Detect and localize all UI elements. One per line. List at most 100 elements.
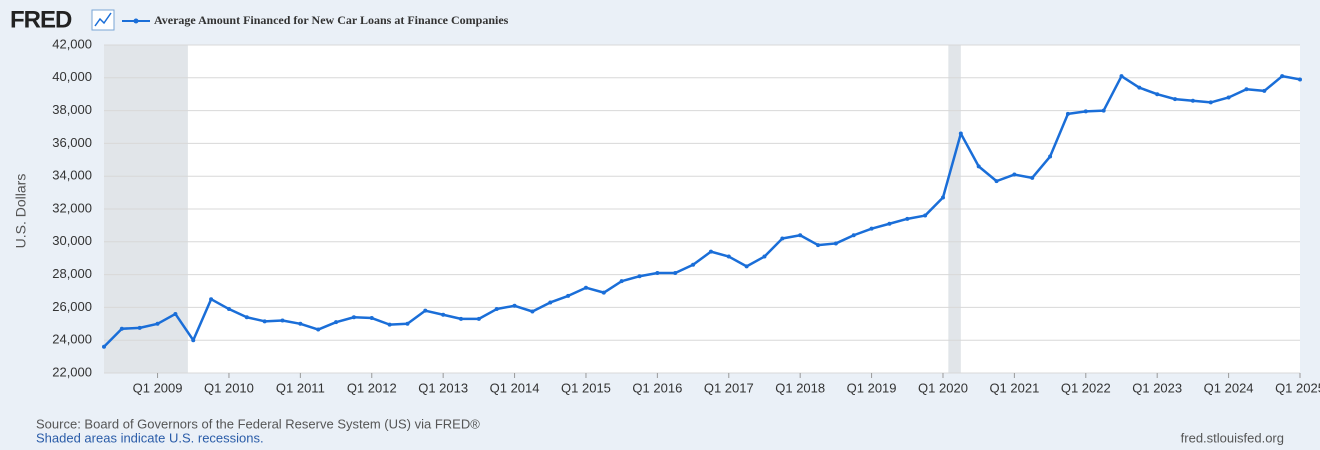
y-tick-label: 38,000 [52, 102, 92, 117]
point [334, 320, 339, 325]
url: fred.stlouisfed.org [1181, 430, 1284, 445]
x-tick-label: Q1 2019 [847, 380, 897, 395]
point [1280, 74, 1285, 79]
point [655, 270, 660, 275]
point [833, 241, 838, 246]
point [798, 233, 803, 238]
legend-marker [133, 18, 139, 24]
point [1190, 98, 1195, 103]
point [958, 131, 963, 136]
point [137, 325, 142, 330]
point [940, 195, 945, 200]
point [601, 290, 606, 295]
x-tick-label: Q1 2024 [1204, 380, 1254, 395]
point [1101, 108, 1106, 113]
y-tick-label: 32,000 [52, 200, 92, 215]
point [1030, 175, 1035, 180]
point [280, 318, 285, 323]
x-tick-label: Q1 2020 [918, 380, 968, 395]
point [1119, 74, 1124, 79]
x-tick-label: Q1 2012 [347, 380, 397, 395]
point [441, 312, 446, 317]
x-tick-label: Q1 2016 [632, 380, 682, 395]
point [459, 316, 464, 321]
point [351, 315, 356, 320]
point [976, 164, 981, 169]
note: Shaded areas indicate U.S. recessions. [36, 430, 264, 445]
x-tick-label: Q1 2022 [1061, 380, 1111, 395]
point [191, 338, 196, 343]
point [173, 311, 178, 316]
point [887, 221, 892, 226]
point [494, 307, 499, 312]
y-tick-label: 30,000 [52, 233, 92, 248]
point [726, 254, 731, 259]
point [762, 254, 767, 259]
y-tick-label: 28,000 [52, 266, 92, 281]
point [1298, 77, 1302, 82]
y-tick-label: 42,000 [52, 36, 92, 51]
legend-label: Average Amount Financed for New Car Loan… [154, 13, 509, 27]
point [1012, 172, 1017, 177]
x-tick-label: Q1 2009 [133, 380, 183, 395]
point [905, 216, 910, 221]
point [244, 315, 249, 320]
series-line [103, 74, 1301, 348]
point [1244, 87, 1249, 92]
point [548, 300, 553, 305]
point [155, 321, 160, 326]
point [316, 327, 321, 332]
x-tick-label: Q1 2014 [490, 380, 540, 395]
point [512, 303, 517, 308]
point [405, 321, 410, 326]
y-tick-label: 22,000 [52, 364, 92, 379]
point [1173, 97, 1178, 102]
point [637, 274, 642, 279]
x-tick-label: Q1 2021 [989, 380, 1039, 395]
point [1155, 92, 1160, 97]
y-axis-label: U.S. Dollars [13, 174, 29, 249]
y-tick-label: 24,000 [52, 332, 92, 347]
point [673, 270, 678, 275]
point [262, 319, 267, 324]
logo-icon [91, 9, 115, 31]
x-tick-label: Q1 2011 [276, 380, 325, 395]
point [387, 322, 392, 327]
y-tick-label: 34,000 [52, 168, 92, 183]
point [1083, 109, 1088, 114]
source: Source: Board of Governors of the Federa… [36, 416, 480, 431]
point [209, 297, 214, 302]
point [744, 264, 749, 269]
point [708, 249, 713, 254]
point [1262, 88, 1267, 93]
point [851, 233, 856, 238]
point [583, 285, 588, 290]
point [923, 213, 928, 218]
point [691, 262, 696, 267]
point [423, 308, 428, 313]
point [619, 279, 624, 284]
point [780, 236, 785, 241]
point [476, 316, 481, 321]
x-tick-label: Q1 2017 [704, 380, 754, 395]
x-tick-label: Q1 2013 [418, 380, 468, 395]
point [1208, 100, 1213, 105]
x-tick-label: Q1 2015 [561, 380, 611, 395]
point [119, 326, 124, 331]
point [298, 321, 303, 326]
point [102, 344, 106, 349]
point [369, 316, 374, 321]
point [1048, 154, 1053, 159]
point [530, 309, 535, 314]
x-tick-label: Q1 2025 [1275, 380, 1320, 395]
x-tick-label: Q1 2023 [1132, 380, 1182, 395]
point [566, 293, 571, 298]
y-tick-label: 40,000 [52, 69, 92, 84]
point [869, 226, 874, 231]
point [816, 243, 821, 248]
x-tick-label: Q1 2010 [204, 380, 254, 395]
point [1137, 85, 1142, 90]
y-tick-label: 36,000 [52, 135, 92, 150]
